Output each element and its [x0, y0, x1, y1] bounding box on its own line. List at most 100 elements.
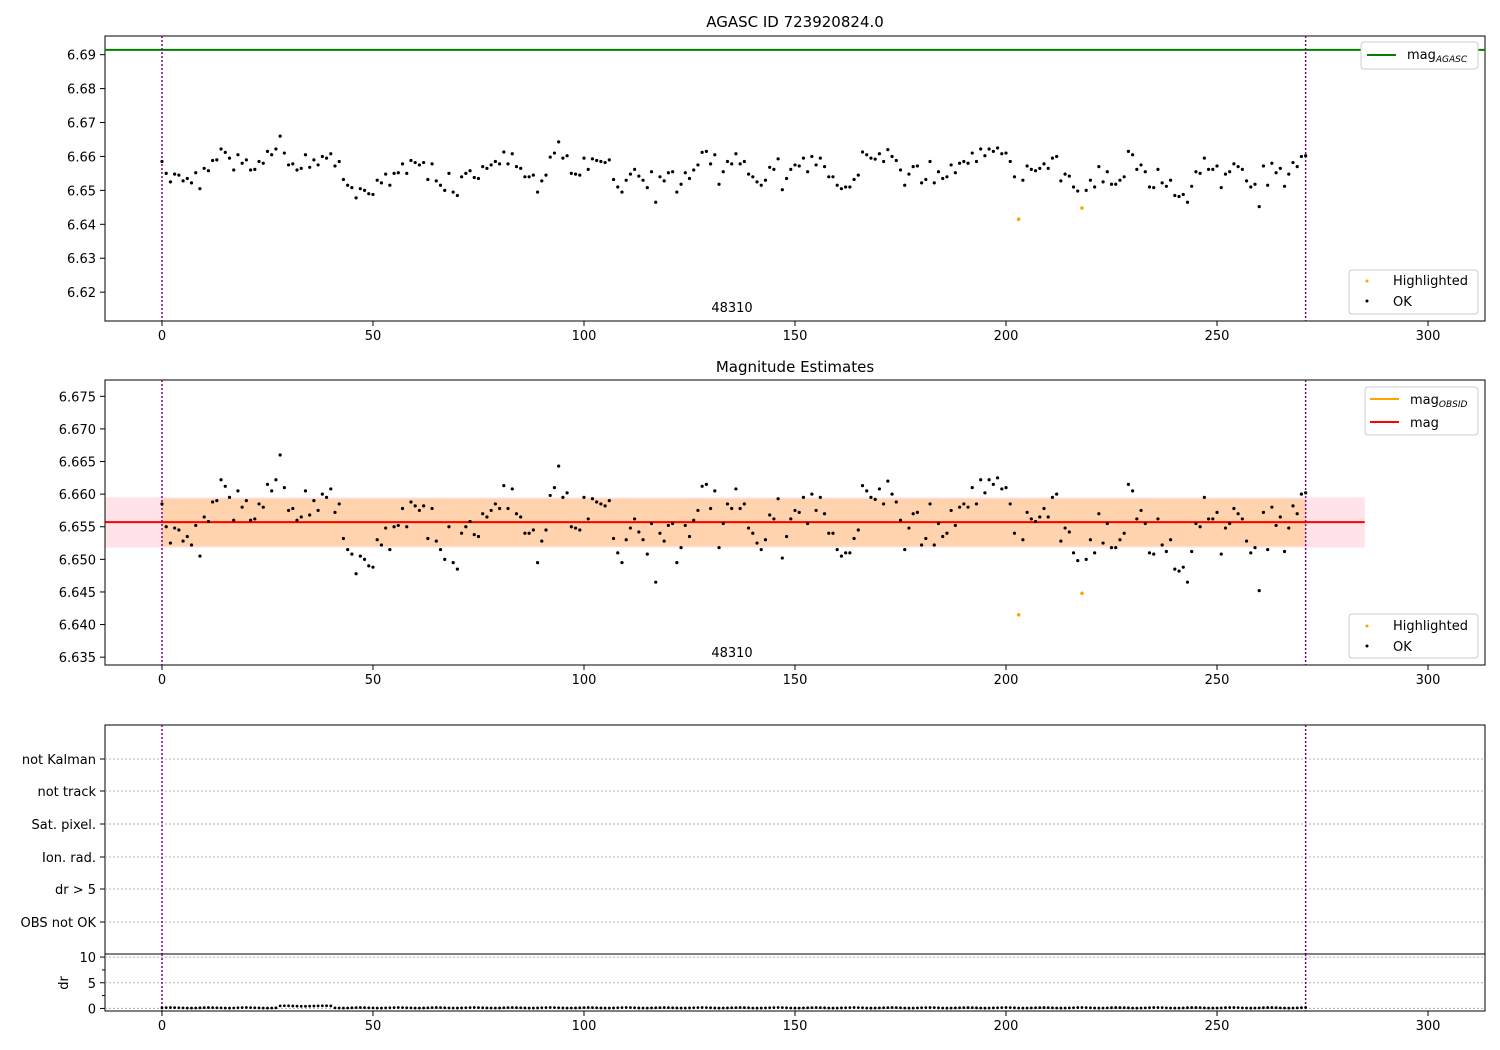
ok-point: [865, 489, 869, 493]
ok-point: [295, 168, 299, 172]
ok-point: [265, 149, 270, 153]
dr-point: [624, 1006, 628, 1009]
dr-point: [388, 1006, 392, 1010]
ok-point: [772, 167, 776, 171]
ok-point: [578, 173, 582, 177]
dr-point: [861, 1006, 864, 1010]
ok-point: [911, 512, 915, 516]
ok-point: [852, 536, 856, 541]
ok-point: [215, 158, 219, 162]
ok-point: [928, 502, 932, 506]
dr-point: [1274, 1006, 1278, 1010]
ok-point: [789, 167, 793, 171]
dr-point: [1207, 1006, 1210, 1010]
dr-point: [312, 1004, 316, 1008]
ok-point: [573, 526, 578, 530]
dr-point: [1262, 1006, 1265, 1010]
dr-point: [823, 1006, 826, 1010]
dr-point: [924, 1006, 928, 1009]
dr-point: [1190, 1006, 1194, 1009]
ok-point: [641, 178, 645, 182]
dr-point: [1228, 1006, 1232, 1009]
ok-point: [261, 161, 265, 165]
ok-point: [223, 150, 227, 154]
ok-point: [628, 526, 633, 530]
dr-point: [1122, 1006, 1126, 1010]
dr-point: [1013, 1006, 1016, 1010]
ok-point: [523, 175, 527, 179]
ok-point: [662, 539, 666, 543]
flag-label: Sat. pixel.: [32, 818, 96, 833]
ok-point: [759, 183, 763, 187]
ok-point: [337, 502, 341, 506]
ok-point: [666, 523, 670, 528]
panel2-highlighted-points: [1016, 591, 1084, 617]
dr-point: [548, 1006, 552, 1009]
highlighted-point: [1016, 217, 1021, 222]
dr-point: [350, 1006, 354, 1010]
dr-point: [1202, 1006, 1206, 1010]
dr-point: [1245, 1006, 1248, 1010]
dr-point: [1084, 1006, 1088, 1010]
dr-point: [1181, 1006, 1185, 1010]
dr-point: [1278, 1006, 1282, 1010]
dr-point: [1173, 1006, 1177, 1010]
ok-point: [535, 561, 540, 565]
y-tick-label: 6.660: [59, 488, 96, 503]
panel4-vlines: [161, 954, 1307, 1011]
ok-point: [502, 150, 506, 154]
panel2-ok-points: [160, 453, 1308, 593]
ok-point: [886, 148, 890, 152]
x-tick-label: 200: [994, 673, 1019, 688]
ok-point: [1228, 170, 1232, 174]
dr-point: [835, 1006, 839, 1010]
ok-point: [253, 167, 257, 171]
ok-point: [1287, 172, 1291, 176]
dr-point: [827, 1006, 831, 1010]
ok-point: [1164, 549, 1168, 554]
dr-point: [523, 1006, 527, 1010]
y-tick-label: 6.655: [59, 521, 96, 536]
ok-point: [679, 182, 683, 186]
ok-point: [987, 478, 991, 482]
ok-point: [308, 165, 312, 169]
ok-point: [569, 525, 573, 529]
ok-point: [1025, 510, 1029, 514]
ok-point: [1236, 165, 1240, 169]
y-tick-label: 5: [88, 977, 96, 992]
ok-point: [1088, 538, 1093, 542]
dr-point: [198, 1006, 202, 1010]
dr-point: [396, 1006, 400, 1009]
ok-point: [1211, 517, 1215, 521]
ok-point: [721, 521, 725, 526]
dr-point: [481, 1006, 485, 1010]
ok-point: [557, 140, 561, 144]
dr-point: [401, 1006, 404, 1010]
dr-point: [1270, 1006, 1274, 1009]
ok-point: [915, 510, 919, 514]
x-tick-label: 100: [572, 673, 597, 688]
ok-point: [945, 175, 949, 179]
dr-point: [1291, 1006, 1295, 1010]
panel2-legend-top: magOBSID mag: [1364, 386, 1479, 436]
dr-point: [886, 1006, 890, 1009]
ok-point: [911, 165, 915, 169]
ok-point: [873, 497, 877, 501]
ok-point: [244, 158, 248, 162]
ok-point: [1240, 517, 1244, 521]
dr-point: [709, 1006, 712, 1010]
panel1-legend-bottom: Highlighted OK: [1348, 269, 1479, 315]
dr-point: [949, 1006, 953, 1010]
dr-point: [1152, 1006, 1156, 1009]
ok-point: [1299, 492, 1304, 496]
ok-point: [1194, 170, 1198, 174]
x-tick-label: 0: [158, 673, 166, 688]
dr-point: [641, 1006, 645, 1010]
y-tick-label: 6.65: [67, 184, 96, 199]
ok-point: [974, 502, 979, 506]
ok-point: [932, 181, 936, 185]
ok-point: [1287, 526, 1291, 530]
ok-point: [704, 482, 708, 486]
ok-point: [1042, 506, 1046, 511]
ok-point: [586, 517, 590, 521]
